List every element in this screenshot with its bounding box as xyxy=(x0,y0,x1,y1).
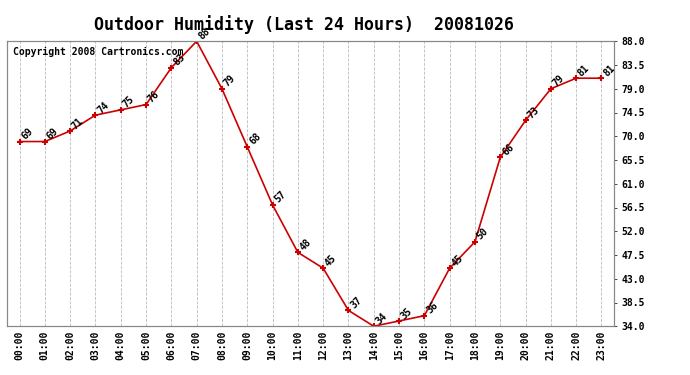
Text: 48: 48 xyxy=(298,237,313,252)
Text: 50: 50 xyxy=(475,226,491,242)
Text: 71: 71 xyxy=(70,116,86,131)
Text: 45: 45 xyxy=(450,253,465,268)
Text: Outdoor Humidity (Last 24 Hours)  20081026: Outdoor Humidity (Last 24 Hours) 2008102… xyxy=(94,15,513,34)
Text: 88: 88 xyxy=(197,26,212,41)
Text: 81: 81 xyxy=(602,63,617,78)
Text: 76: 76 xyxy=(146,89,161,105)
Text: 68: 68 xyxy=(247,131,263,147)
Text: 45: 45 xyxy=(323,253,339,268)
Text: 35: 35 xyxy=(399,306,415,321)
Text: 79: 79 xyxy=(551,74,566,89)
Text: 83: 83 xyxy=(171,52,187,68)
Text: 69: 69 xyxy=(19,126,35,141)
Text: 73: 73 xyxy=(526,105,541,120)
Text: 57: 57 xyxy=(273,189,288,205)
Text: 74: 74 xyxy=(95,100,111,115)
Text: 36: 36 xyxy=(424,300,440,316)
Text: 75: 75 xyxy=(121,94,136,110)
Text: Copyright 2008 Cartronics.com: Copyright 2008 Cartronics.com xyxy=(13,47,184,57)
Text: 69: 69 xyxy=(45,126,60,141)
Text: 79: 79 xyxy=(222,74,237,89)
Text: 81: 81 xyxy=(576,63,591,78)
Text: 37: 37 xyxy=(348,295,364,310)
Text: 66: 66 xyxy=(500,142,515,158)
Text: 34: 34 xyxy=(374,311,389,326)
